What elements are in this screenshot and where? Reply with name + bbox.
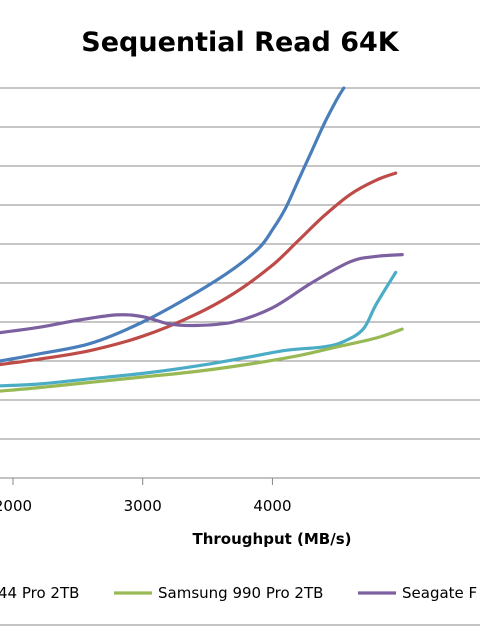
- series-line-4: [0, 253, 404, 335]
- plot-area: [0, 86, 404, 393]
- chart-title: Sequential Read 64K: [81, 27, 399, 58]
- series-line-1: [0, 171, 398, 367]
- legend-label: Seagate F: [402, 584, 477, 602]
- series-line-3: [0, 327, 404, 393]
- x-tick-label: 3000: [124, 497, 162, 515]
- legend-label: 44 Pro 2TB: [0, 584, 79, 602]
- gridlines: [0, 87, 480, 479]
- x-axis: 2000 3000 4000: [0, 478, 292, 515]
- series-line-2: [0, 270, 398, 388]
- legend-label: Samsung 990 Pro 2TB: [158, 584, 323, 602]
- x-axis-label: Throughput (MB/s): [193, 530, 352, 548]
- legend: 44 Pro 2TB Samsung 990 Pro 2TB Seagate F: [0, 584, 477, 602]
- x-tick-label: 4000: [253, 497, 291, 515]
- x-tick-label: 2000: [0, 497, 32, 515]
- series-line-0: [0, 86, 346, 363]
